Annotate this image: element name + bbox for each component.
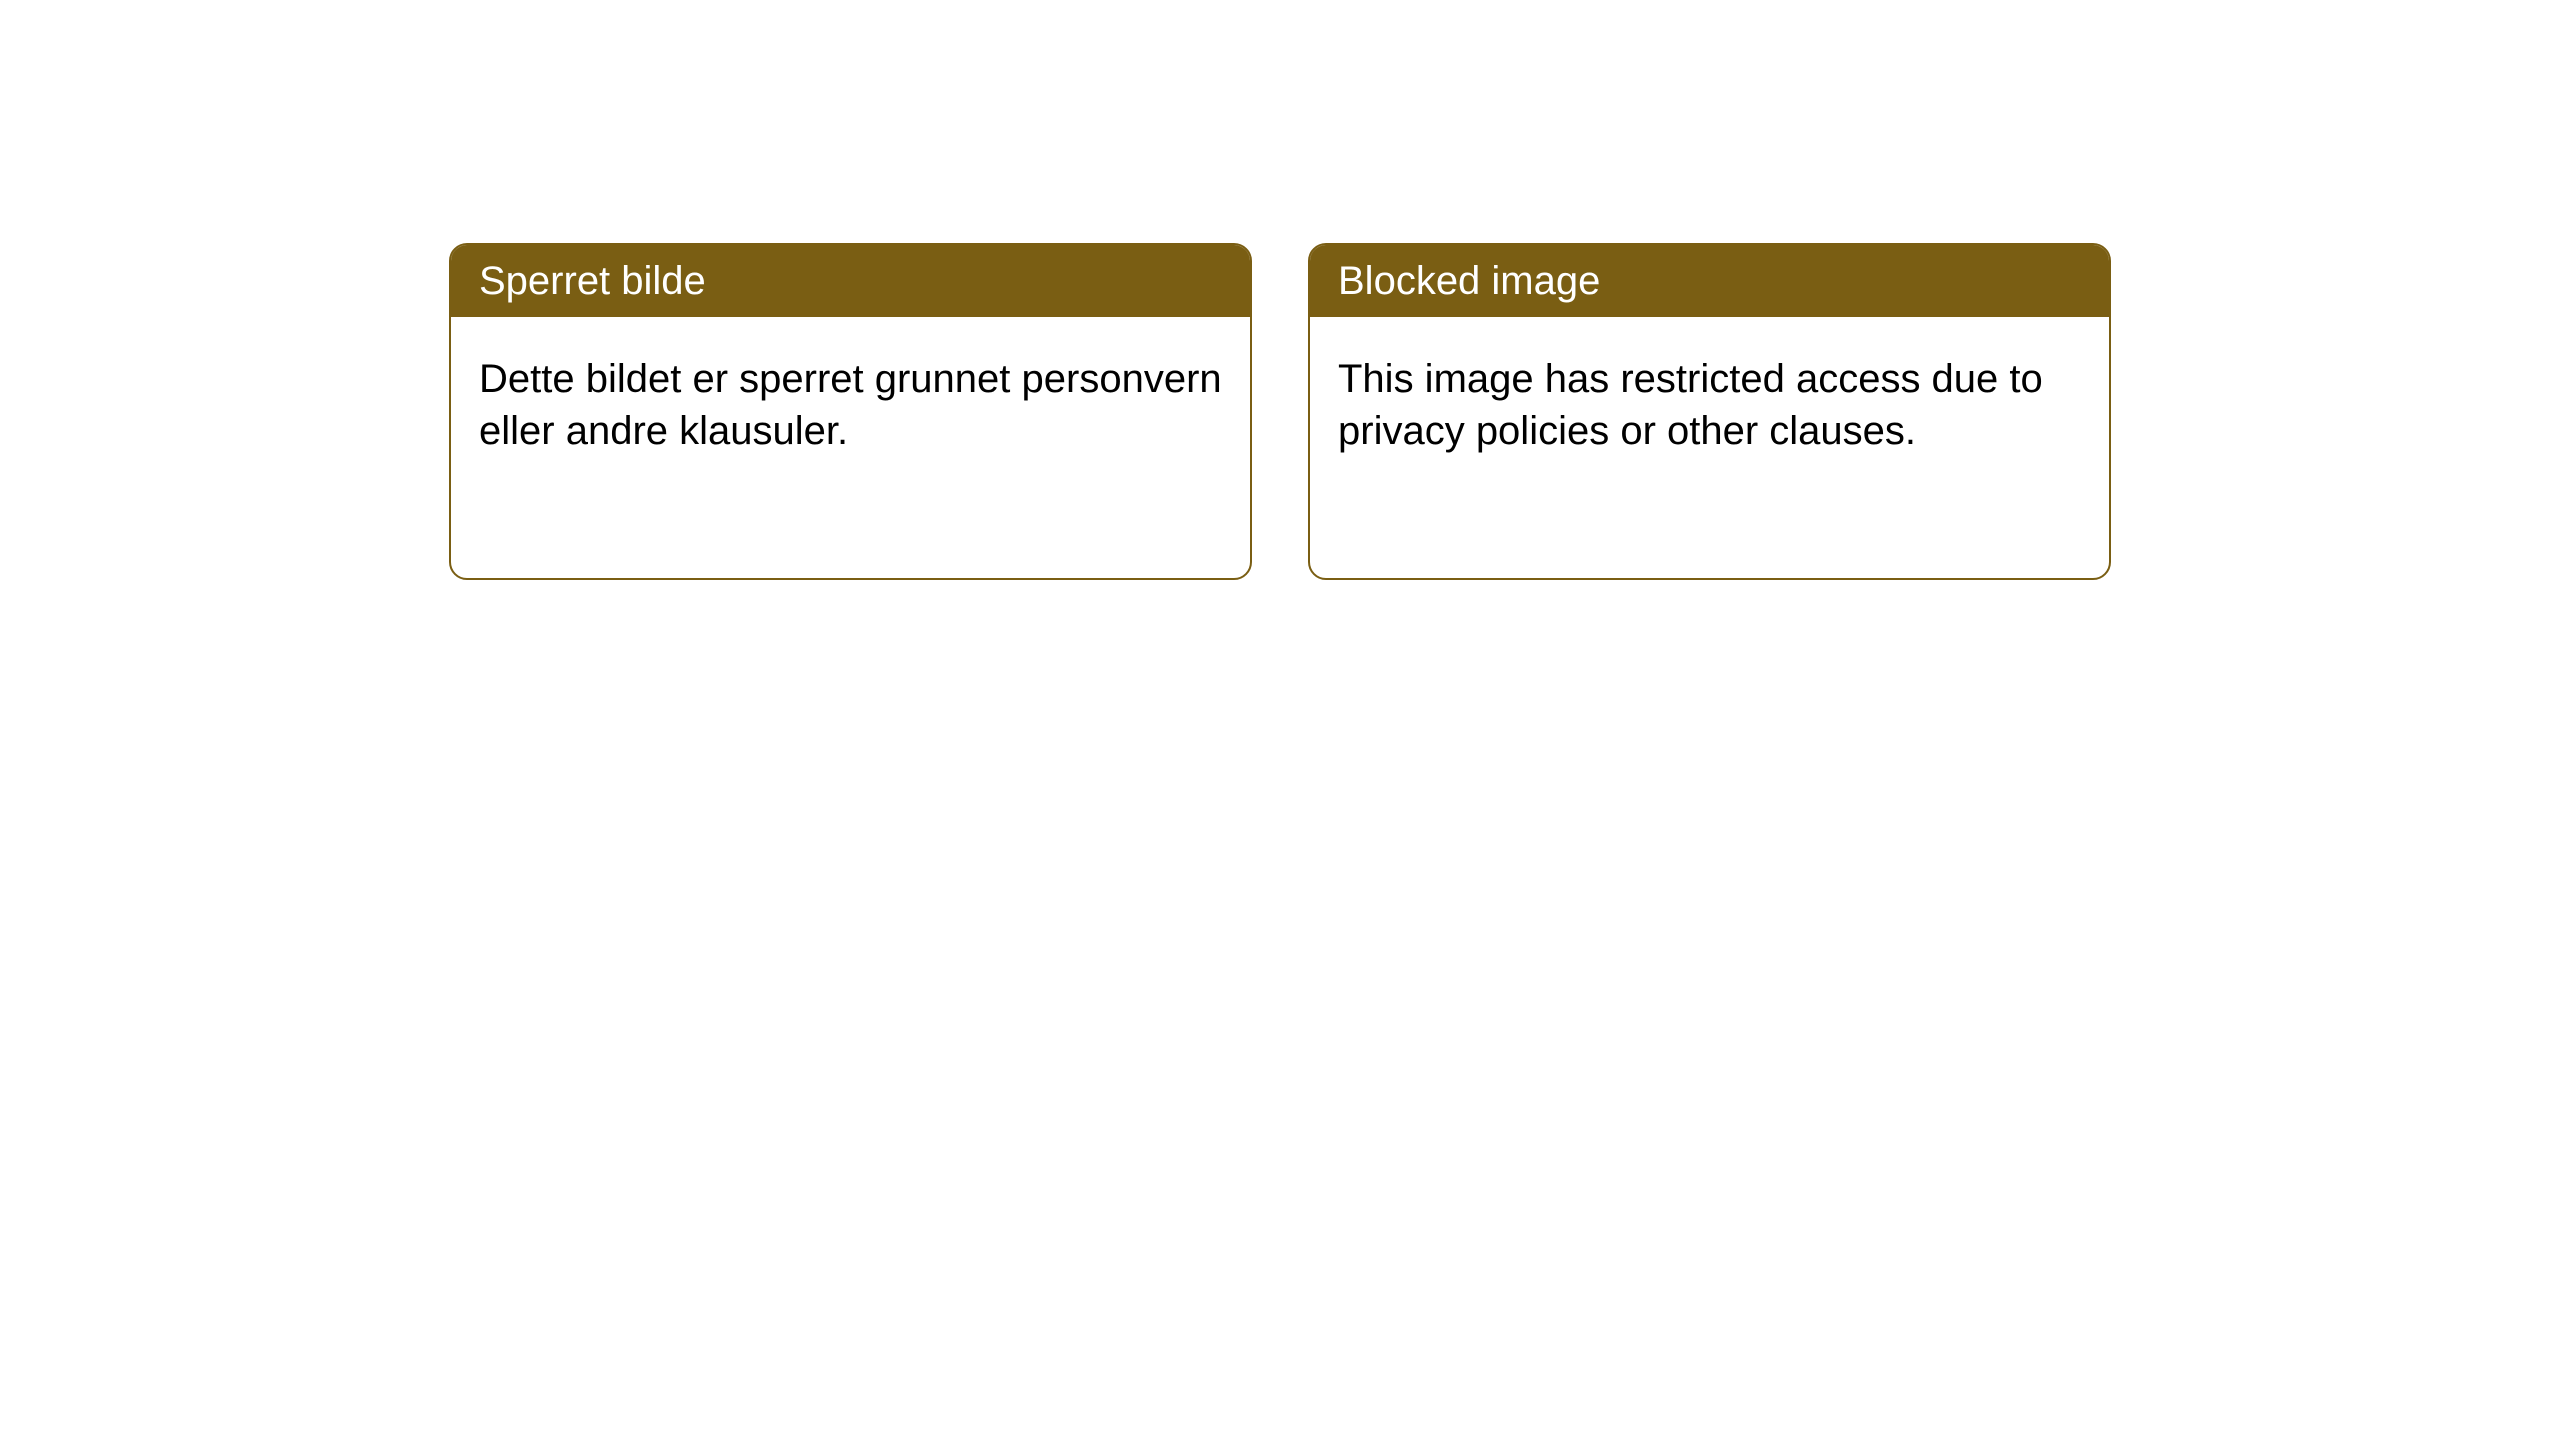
notice-card-english: Blocked image This image has restricted … (1308, 243, 2111, 580)
card-header: Blocked image (1310, 245, 2109, 317)
card-header-text: Sperret bilde (479, 259, 706, 303)
card-body: This image has restricted access due to … (1310, 317, 2109, 493)
notice-card-norwegian: Sperret bilde Dette bildet er sperret gr… (449, 243, 1252, 580)
card-body-text: This image has restricted access due to … (1338, 357, 2043, 453)
card-body: Dette bildet er sperret grunnet personve… (451, 317, 1250, 493)
card-header-text: Blocked image (1338, 259, 1600, 303)
card-header: Sperret bilde (451, 245, 1250, 317)
notice-container: Sperret bilde Dette bildet er sperret gr… (449, 243, 2111, 580)
card-body-text: Dette bildet er sperret grunnet personve… (479, 357, 1222, 453)
